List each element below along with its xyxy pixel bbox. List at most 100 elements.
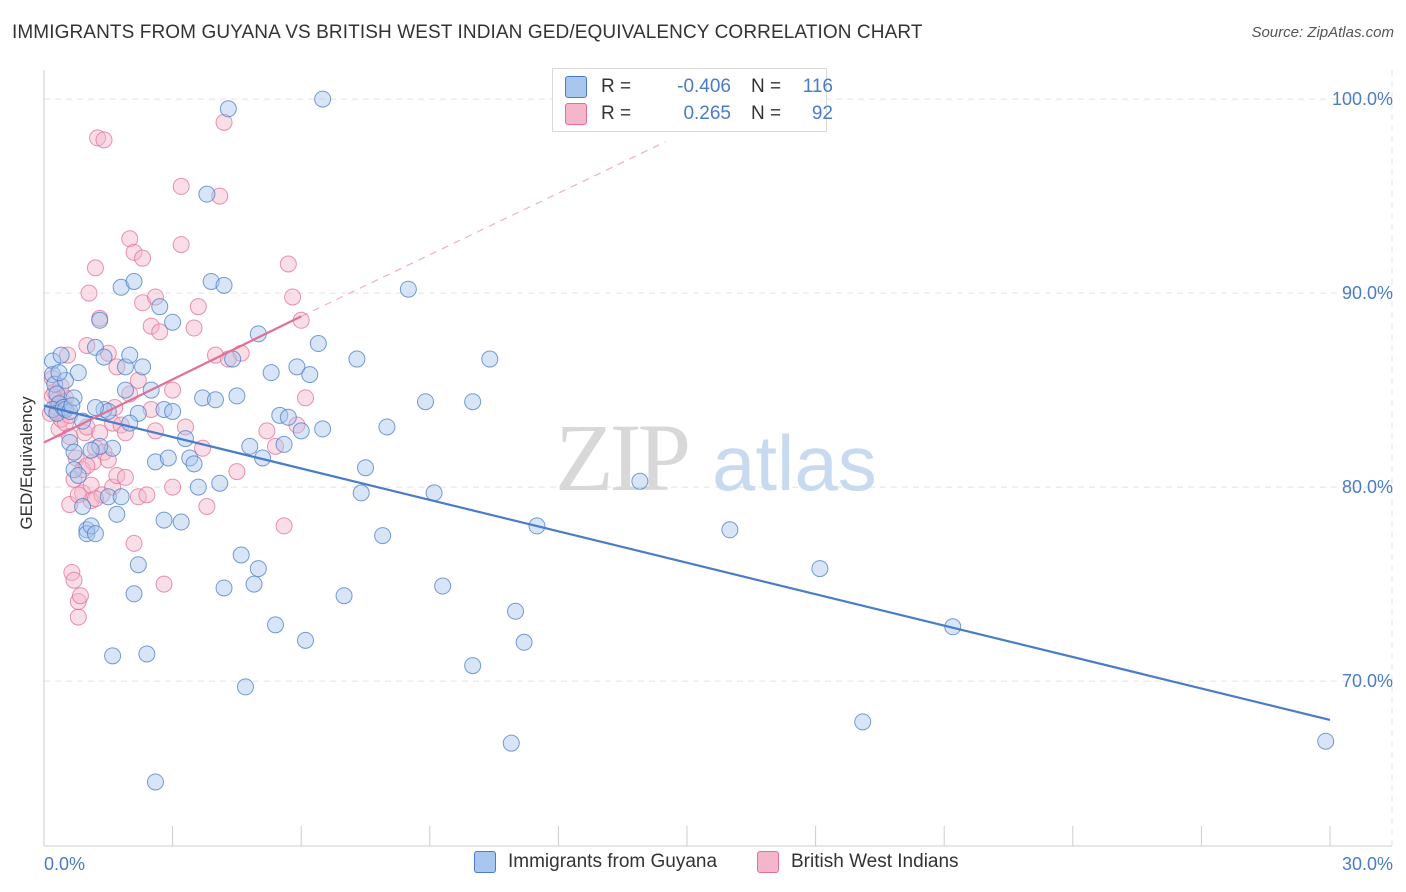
bottom-legend-guyana: Immigrants from Guyana <box>474 851 717 873</box>
legend-n-label: N = <box>751 103 782 124</box>
point-guyana <box>146 453 164 471</box>
point-guyana <box>266 616 284 634</box>
point-guyana <box>296 631 314 649</box>
point-bwi <box>91 424 109 442</box>
point-guyana <box>301 366 319 384</box>
point-bwi <box>108 466 126 484</box>
point-guyana <box>357 459 374 477</box>
point-guyana <box>194 389 212 407</box>
point-guyana <box>721 521 739 539</box>
point-bwi <box>142 401 160 418</box>
point-bwi <box>266 437 284 455</box>
point-bwi <box>176 418 194 436</box>
point-guyana <box>86 525 104 543</box>
watermark: ZIP atlas <box>555 404 877 511</box>
bottom-legend-swatch-pink <box>757 851 779 873</box>
point-guyana <box>219 100 237 118</box>
x-tick-label: 30.0% <box>1342 854 1393 874</box>
point-guyana <box>434 577 452 595</box>
x-tick-label: 0.0% <box>44 854 85 874</box>
legend-swatch-blue <box>565 76 587 98</box>
point-guyana <box>69 364 87 382</box>
point-guyana <box>151 298 169 316</box>
point-guyana <box>125 585 143 603</box>
point-bwi <box>172 177 190 195</box>
point-bwi <box>129 488 147 506</box>
point-guyana <box>189 478 207 496</box>
point-bwi <box>258 422 276 440</box>
point-guyana <box>399 280 417 298</box>
point-guyana <box>91 311 109 329</box>
point-guyana <box>464 657 482 675</box>
point-bwi <box>125 243 143 261</box>
point-guyana <box>129 556 147 574</box>
point-guyana <box>155 511 173 529</box>
trend-line-bwi <box>43 315 302 444</box>
point-guyana <box>631 472 649 490</box>
legend-r-label: R = <box>601 103 632 124</box>
point-guyana <box>271 406 289 424</box>
bottom-legend-swatch-blue <box>474 851 496 873</box>
point-bwi <box>164 381 182 399</box>
point-guyana <box>507 602 525 620</box>
point-bwi <box>71 587 89 605</box>
point-guyana <box>164 402 182 420</box>
point-guyana <box>314 90 332 108</box>
series-immigrants-from-guyana <box>44 90 1335 791</box>
point-guyana <box>232 546 250 564</box>
point-guyana <box>198 185 216 203</box>
point-guyana <box>288 358 306 376</box>
point-bwi <box>89 129 107 147</box>
legend-swatch-pink <box>565 103 587 125</box>
chart-title: IMMIGRANTS FROM GUYANA VS BRITISH WEST I… <box>12 22 923 43</box>
point-guyana <box>228 387 246 405</box>
tick-labels: 70.0% 80.0% 90.0% 100.0% 0.0% 30.0% <box>44 89 1393 874</box>
point-bwi <box>146 288 164 306</box>
point-bwi <box>211 187 229 205</box>
legend-n-value: 92 <box>811 103 833 124</box>
point-guyana <box>374 527 392 545</box>
trend-line-bwi-extension <box>300 141 666 317</box>
bottom-legend-label-bwi: British West Indians <box>791 851 959 872</box>
point-bwi <box>61 496 79 514</box>
point-guyana <box>515 633 533 651</box>
point-guyana <box>464 393 482 411</box>
legend-row-guyana: R = -0.406 N = 116 <box>565 74 833 100</box>
point-guyana <box>292 422 310 440</box>
point-guyana <box>348 350 366 368</box>
point-bwi <box>284 288 302 306</box>
point-guyana <box>116 381 134 399</box>
legend-r-value: 0.265 <box>683 103 731 124</box>
point-guyana <box>481 350 499 368</box>
point-bwi <box>164 478 182 496</box>
point-bwi <box>125 534 143 552</box>
point-guyana <box>215 579 233 597</box>
point-guyana <box>104 439 122 457</box>
y-tick-label: 100.0% <box>1332 89 1393 109</box>
y-tick-label: 80.0% <box>1342 477 1393 497</box>
bottom-legend-bwi: British West Indians <box>757 851 959 873</box>
point-bwi <box>86 439 104 457</box>
point-guyana <box>112 488 130 506</box>
trend-lines <box>43 141 1331 721</box>
axes <box>43 70 1392 847</box>
y-tick-label: 70.0% <box>1342 671 1393 691</box>
point-guyana <box>78 525 96 543</box>
point-guyana <box>61 433 79 451</box>
point-guyana <box>185 455 203 473</box>
point-guyana <box>262 364 280 382</box>
point-bwi <box>185 319 203 337</box>
point-guyana <box>50 364 68 382</box>
point-guyana <box>82 517 100 535</box>
point-guyana <box>108 505 126 523</box>
watermark-atlas: atlas <box>712 419 877 507</box>
point-bwi <box>134 249 152 267</box>
point-guyana <box>134 358 152 376</box>
point-guyana <box>202 272 220 290</box>
point-guyana <box>352 484 370 502</box>
point-guyana <box>146 773 164 791</box>
point-bwi <box>108 358 126 376</box>
trend-line-guyana <box>43 404 1331 721</box>
point-guyana <box>104 647 122 665</box>
point-bwi <box>198 498 216 515</box>
